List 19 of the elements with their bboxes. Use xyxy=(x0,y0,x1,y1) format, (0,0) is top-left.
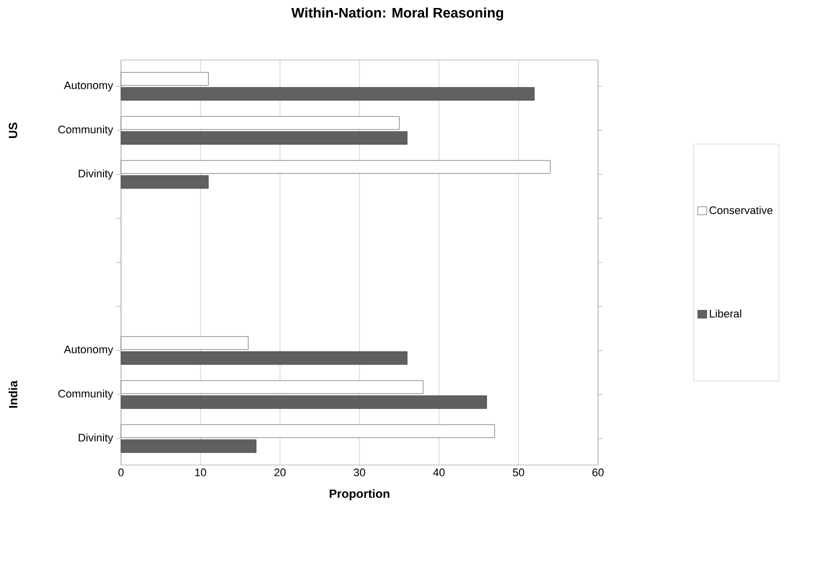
text: India xyxy=(8,380,18,408)
y-tick-label: Divinity xyxy=(78,433,114,444)
x-tick-label: 10 xyxy=(195,468,206,476)
legend-label: Liberal xyxy=(710,310,742,318)
x-tick-label: 0 xyxy=(118,468,124,476)
legend-label: Conservative xyxy=(710,206,772,214)
x-tick-label: 40 xyxy=(433,468,445,476)
y-tick-label: Autonomy xyxy=(64,346,114,356)
text: US xyxy=(8,122,18,138)
y-tick-label: Community xyxy=(58,389,114,400)
chart-title: Within-Nation: Moral Reasoning xyxy=(291,7,504,20)
x-tick-label: 20 xyxy=(274,468,286,476)
x-tick-label: 50 xyxy=(512,468,524,476)
x-tick-label: 30 xyxy=(354,468,366,476)
y-tick-label: Autonomy xyxy=(64,82,114,92)
y-tick-label: Divinity xyxy=(78,169,114,180)
y-tick-label: Community xyxy=(58,125,114,136)
x-tick-label: 60 xyxy=(592,468,604,476)
x-axis-title: Proportion xyxy=(330,489,390,500)
